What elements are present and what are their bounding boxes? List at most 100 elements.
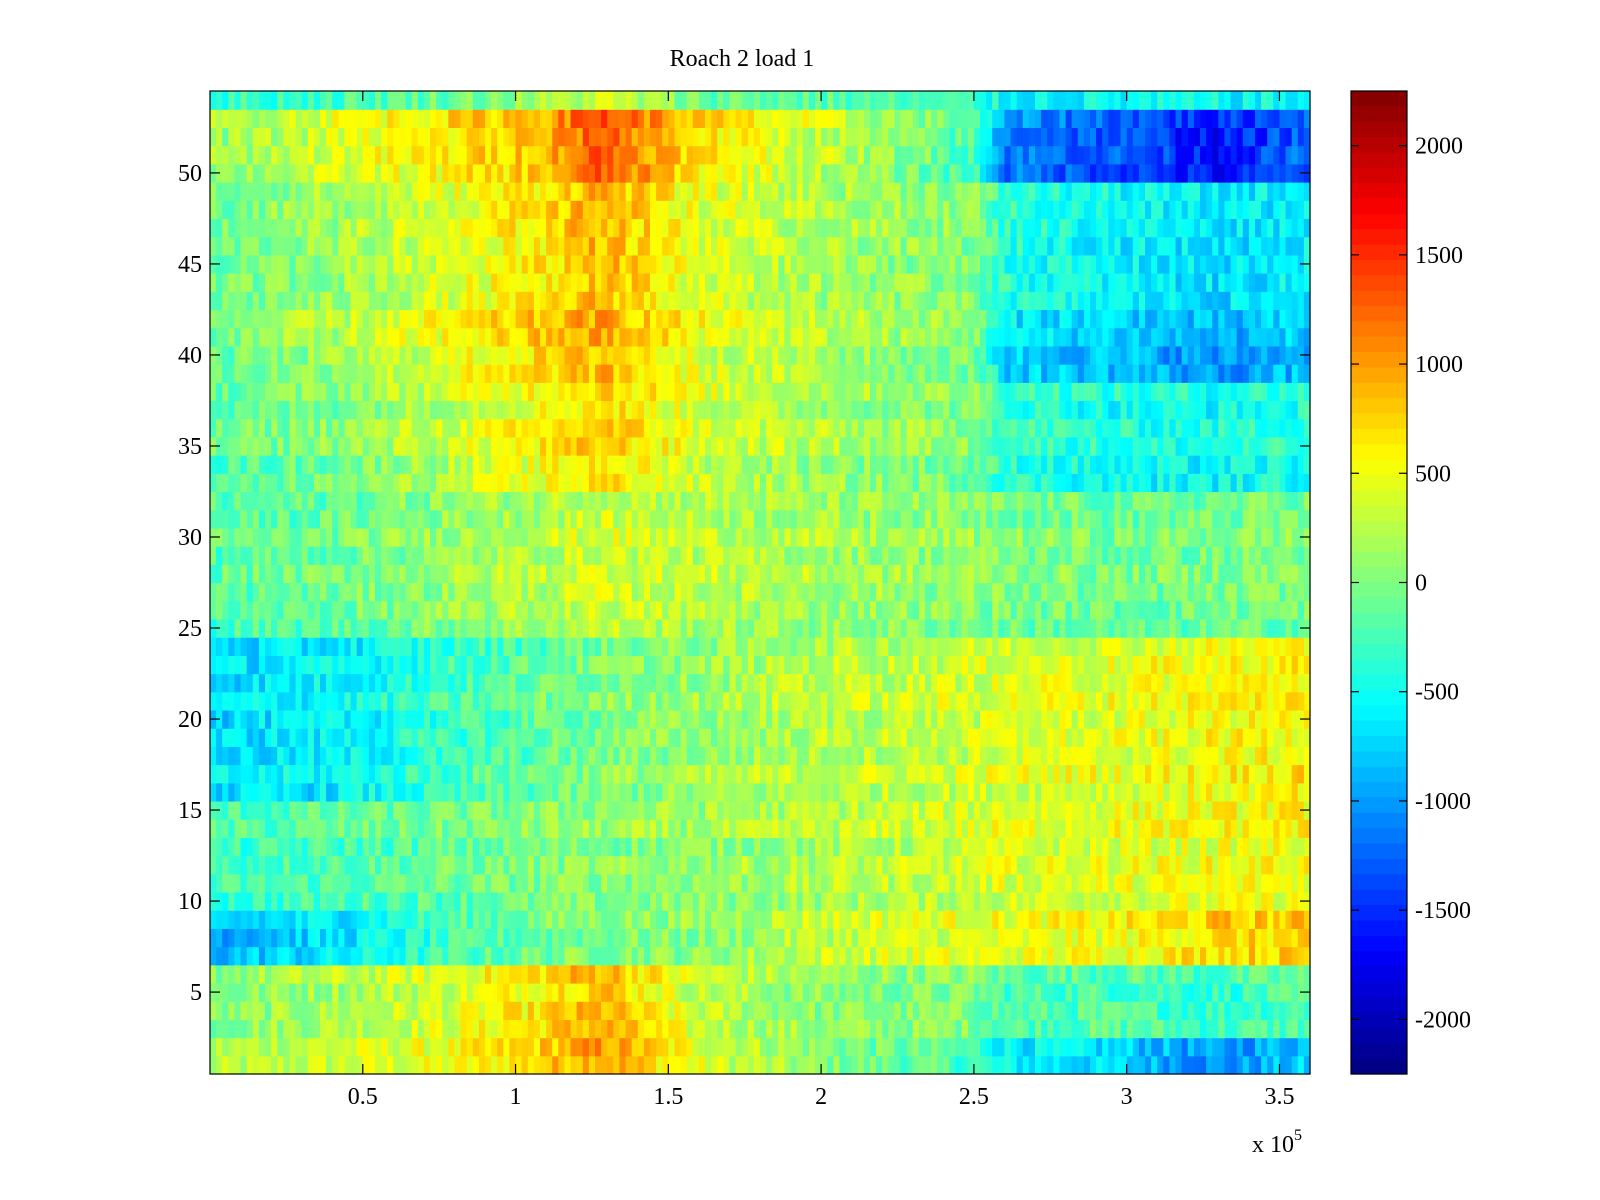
heatmap-cell — [265, 764, 272, 784]
heatmap-cell — [637, 1019, 645, 1039]
heatmap-cell — [222, 637, 229, 656]
heatmap-cell — [1273, 746, 1281, 766]
heatmap-cell — [448, 728, 456, 747]
heatmap-cell — [356, 928, 364, 948]
heatmap-cell — [521, 837, 529, 857]
heatmap-cell — [1059, 709, 1067, 729]
heatmap-cell — [228, 837, 236, 857]
heatmap-cell — [552, 655, 559, 675]
heatmap-cell — [729, 709, 737, 729]
heatmap-cell — [1071, 928, 1079, 948]
heatmap-cell — [338, 746, 346, 766]
heatmap-cell — [301, 764, 309, 784]
heatmap-cell — [918, 1037, 926, 1057]
heatmap-cell — [717, 691, 724, 711]
heatmap-cell — [430, 910, 437, 929]
heatmap-cell — [381, 618, 388, 638]
heatmap-cell — [937, 746, 944, 766]
heatmap-cell — [912, 946, 920, 966]
heatmap-cell — [258, 691, 266, 711]
heatmap-cell — [747, 564, 755, 584]
heatmap-cell — [307, 600, 315, 620]
heatmap-cell — [1303, 837, 1311, 857]
heatmap-cell — [821, 637, 828, 656]
heatmap-cell — [320, 637, 327, 656]
heatmap-cell — [436, 800, 443, 820]
heatmap-cell — [1016, 782, 1024, 802]
heatmap-cell — [784, 618, 792, 638]
heatmap-cell — [698, 819, 706, 838]
heatmap-cell — [460, 728, 468, 747]
heatmap-cell — [778, 928, 786, 948]
heatmap-cell — [454, 782, 462, 802]
heatmap-cell — [808, 946, 816, 966]
heatmap-cell — [906, 982, 914, 1002]
heatmap-cell — [1059, 946, 1067, 966]
heatmap-cell — [766, 910, 773, 929]
heatmap-cell — [607, 564, 614, 584]
heatmap-cell — [650, 910, 657, 929]
heatmap-cell — [796, 928, 804, 948]
heatmap-cell — [1004, 873, 1012, 893]
heatmap-cell — [1236, 582, 1244, 602]
heatmap-cell — [478, 637, 486, 656]
heatmap-cell — [619, 837, 627, 857]
heatmap-cell — [662, 946, 669, 966]
heatmap-cell — [1120, 582, 1128, 602]
heatmap-cell — [1102, 1001, 1109, 1020]
heatmap-cell — [332, 782, 339, 802]
heatmap-cell — [485, 873, 492, 893]
heatmap-cell — [289, 1037, 297, 1057]
heatmap-cell — [1151, 746, 1158, 766]
heatmap-cell — [1077, 800, 1085, 820]
heatmap-cell — [1175, 728, 1183, 747]
heatmap-cell — [558, 982, 566, 1002]
heatmap-cell — [1212, 946, 1219, 966]
heatmap-cell — [1004, 1001, 1012, 1020]
heatmap-cell — [692, 928, 700, 948]
heatmap-cell — [1181, 691, 1189, 711]
heatmap-cell — [1071, 1037, 1079, 1057]
heatmap-cell — [1175, 891, 1183, 911]
heatmap-cell — [906, 946, 914, 966]
heatmap-cell — [277, 564, 284, 584]
heatmap-cell — [1236, 982, 1244, 1002]
heatmap-cell — [1053, 1055, 1061, 1075]
heatmap-cell — [1242, 928, 1250, 948]
heatmap-cell — [980, 891, 987, 911]
heatmap-cell — [1114, 1019, 1122, 1039]
heatmap-cell — [460, 582, 468, 602]
heatmap-cell — [320, 764, 327, 784]
heatmap-cell — [240, 1001, 248, 1020]
heatmap-cell — [1151, 873, 1158, 893]
heatmap-cell — [216, 1001, 223, 1020]
heatmap-cell — [1120, 618, 1128, 638]
heatmap-cell — [246, 582, 254, 602]
heatmap-cell — [1077, 1001, 1085, 1020]
heatmap-cell — [601, 600, 608, 620]
heatmap-cell — [1004, 728, 1012, 747]
heatmap-cell — [698, 618, 706, 638]
heatmap-cell — [258, 891, 266, 911]
heatmap-cell — [546, 964, 553, 984]
heatmap-cell — [381, 764, 388, 784]
heatmap-cell — [436, 1037, 443, 1057]
heatmap-cell — [900, 782, 908, 802]
heatmap-cell — [246, 946, 254, 966]
heatmap-cell — [1083, 655, 1091, 675]
heatmap-cell — [1059, 691, 1067, 711]
heatmap-cell — [332, 982, 339, 1002]
heatmap-cell — [234, 782, 242, 802]
heatmap-cell — [393, 618, 401, 638]
heatmap-cell — [1230, 928, 1238, 948]
heatmap-cell — [1090, 910, 1097, 929]
heatmap-cell — [912, 891, 920, 911]
heatmap-cell — [863, 1019, 871, 1039]
heatmap-cell — [509, 964, 517, 984]
heatmap-cell — [967, 910, 975, 929]
heatmap-cell — [485, 1055, 492, 1075]
heatmap-cell — [961, 891, 969, 911]
heatmap-cell — [1297, 928, 1305, 948]
heatmap-cell — [521, 673, 529, 693]
heatmap-cell — [1169, 855, 1177, 875]
